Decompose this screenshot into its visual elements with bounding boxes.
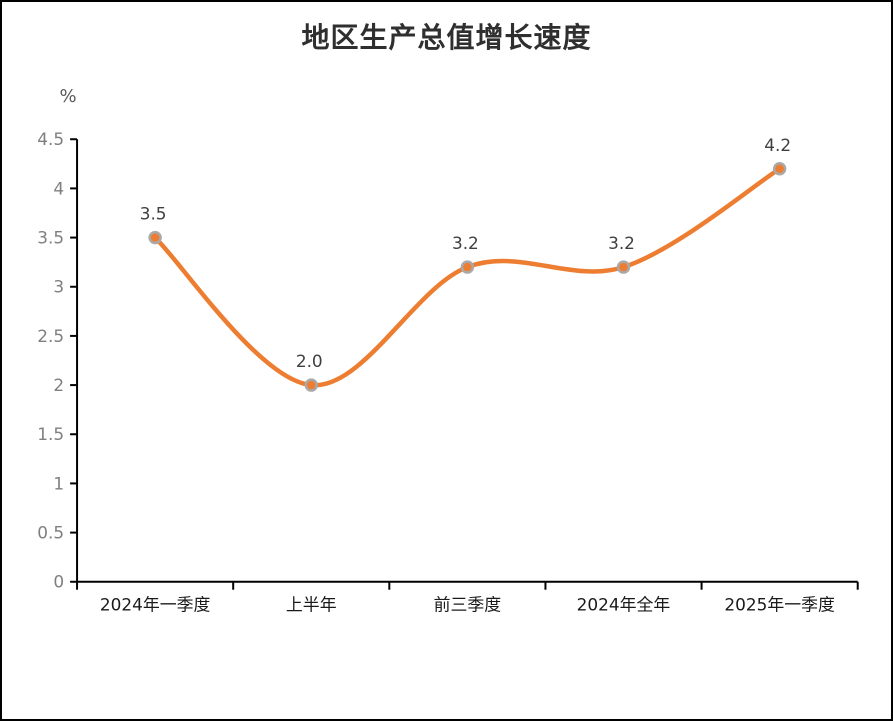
y-tick-label: 3: [53, 277, 64, 297]
y-tick-label: 0: [53, 572, 64, 592]
chart-title: 地区生产总值增长速度: [301, 23, 592, 54]
x-tick-label: 2024年全年: [577, 595, 671, 615]
value-label: 2.0: [296, 351, 323, 371]
data-point: [460, 260, 475, 274]
value-label: 3.5: [140, 204, 167, 224]
data-point: [304, 378, 318, 392]
value-label: 3.2: [608, 233, 635, 253]
y-tick-label: 0.5: [37, 523, 64, 543]
value-label: 4.2: [764, 135, 791, 155]
y-tick-label: 4: [53, 178, 64, 198]
x-tick-label: 上半年: [286, 595, 337, 615]
x-tick-label: 2025年一季度: [724, 595, 835, 615]
y-tick-label: 3.5: [37, 228, 64, 248]
data-point: [148, 230, 162, 245]
data-point: [616, 260, 631, 274]
x-tick-label: 前三季度: [434, 595, 502, 615]
y-tick-label: 2.5: [37, 326, 64, 346]
data-point: [772, 162, 787, 176]
y-axis-unit-label: %: [59, 86, 77, 107]
y-tick-label: 1: [53, 473, 64, 493]
y-tick-label: 2: [53, 375, 64, 395]
y-tick-label: 4.5: [37, 129, 64, 149]
y-tick-label: 1.5: [37, 424, 64, 444]
value-label: 3.2: [452, 233, 479, 253]
x-tick-label: 2024年一季度: [100, 595, 211, 615]
axis-lines: [76, 139, 858, 583]
series-line: [152, 166, 782, 388]
